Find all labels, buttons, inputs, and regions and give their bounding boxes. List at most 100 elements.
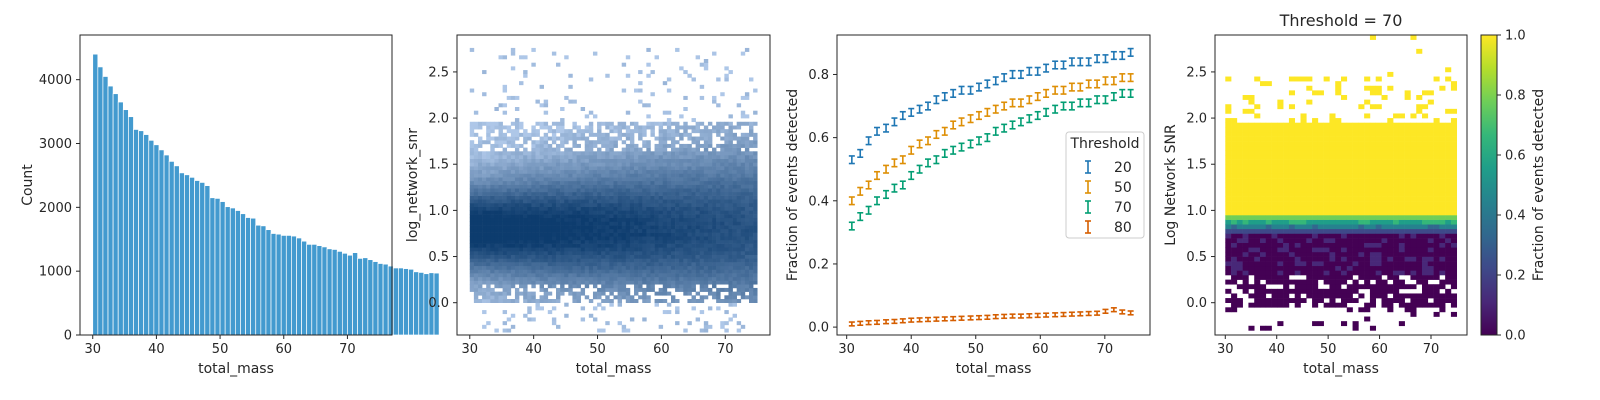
density-cell: [564, 95, 569, 100]
density-cell: [695, 273, 701, 278]
heatmap-cell: [1236, 136, 1243, 142]
density-cell: [679, 287, 684, 292]
density-cell: [613, 180, 618, 185]
density-cell: [482, 291, 487, 296]
density-cell: [736, 273, 742, 278]
density-cell: [695, 214, 701, 219]
density-cell: [703, 239, 709, 244]
density-cell: [753, 210, 758, 215]
density-cell: [617, 166, 623, 171]
density-cell: [572, 258, 577, 263]
density-cell: [605, 232, 610, 237]
heatmap-cell: [1283, 238, 1290, 243]
density-cell: [523, 287, 528, 292]
density-cell: [654, 166, 659, 171]
density-cell: [523, 180, 528, 185]
density-cell: [617, 217, 623, 222]
density-cell: [605, 214, 610, 219]
density-cell: [736, 265, 742, 270]
density-cell: [486, 199, 491, 204]
heatmap-cell: [1265, 81, 1272, 87]
heatmap-cell: [1248, 127, 1255, 133]
density-cell: [707, 199, 713, 204]
density-cell: [621, 155, 627, 159]
density-cell: [695, 158, 701, 163]
x-tick-label: 70: [1097, 342, 1114, 357]
density-cell: [683, 243, 688, 248]
heatmap-cell: [1364, 275, 1371, 280]
heatmap-cell: [1335, 284, 1342, 290]
density-cell: [703, 221, 709, 226]
density-cell: [592, 217, 598, 222]
density-cell: [547, 247, 553, 252]
density-cell: [646, 73, 651, 78]
density-cell: [482, 155, 487, 159]
density-cell: [510, 195, 516, 200]
density-cell: [551, 221, 557, 226]
heatmap-cell: [1288, 182, 1296, 188]
heatmap-cell: [1369, 191, 1377, 197]
x-tick-label: 30: [462, 342, 479, 357]
density-cell: [695, 291, 701, 296]
heatmap-cell: [1225, 247, 1232, 253]
density-cell: [469, 254, 475, 259]
heatmap-cell: [1254, 173, 1261, 179]
density-cell: [605, 265, 610, 270]
density-cell: [556, 143, 561, 148]
heatmap-cell: [1242, 168, 1249, 174]
density-cell: [642, 129, 647, 134]
heatmap-cell: [1323, 251, 1330, 257]
density-cell: [687, 162, 692, 167]
density-cell: [642, 265, 647, 270]
density-cell: [490, 276, 495, 281]
density-cell: [638, 269, 643, 274]
density-cell: [740, 284, 746, 289]
density-cell: [691, 151, 696, 156]
histogram-bar: [219, 201, 226, 336]
density-cell: [498, 247, 503, 252]
heatmap-cell: [1248, 108, 1255, 114]
heatmap-cell: [1341, 159, 1348, 165]
histogram-bar: [336, 251, 343, 336]
density-cell: [551, 132, 557, 137]
density-cell: [551, 199, 557, 204]
heatmap-cell: [1358, 145, 1365, 151]
density-cell: [506, 262, 512, 267]
heatmap-cell: [1248, 99, 1255, 105]
density-cell: [740, 143, 746, 148]
density-cell: [494, 214, 499, 219]
density-cell: [662, 214, 668, 219]
density-cell: [634, 247, 639, 252]
density-cell: [601, 158, 606, 163]
density-cell: [707, 287, 713, 292]
heatmap-cell: [1242, 178, 1249, 183]
density-cell: [728, 143, 733, 148]
density-cell: [716, 214, 721, 219]
density-cell: [736, 173, 742, 178]
density-cell: [699, 232, 705, 237]
heatmap-cell: [1277, 131, 1284, 137]
density-cell: [675, 191, 680, 196]
density-cell: [691, 239, 696, 244]
density-cell: [535, 232, 540, 237]
density-cell: [724, 136, 729, 141]
density-cell: [498, 169, 503, 174]
density-cell: [568, 162, 573, 167]
heatmap-cell: [1242, 145, 1249, 151]
density-cell: [634, 287, 639, 292]
heatmap-cell: [1231, 191, 1238, 197]
heatmap-cell: [1283, 224, 1290, 230]
density-cell: [695, 228, 701, 233]
heatmap-cell: [1271, 131, 1278, 137]
density-cell: [539, 254, 544, 259]
density-cell: [473, 299, 479, 303]
density-cell: [749, 228, 754, 233]
density-cell: [564, 280, 569, 285]
density-cell: [490, 251, 495, 255]
heatmap-cell: [1260, 131, 1267, 137]
density-cell: [621, 173, 627, 178]
density-cell: [728, 188, 733, 193]
density-cell: [568, 276, 573, 281]
density-cell: [486, 188, 491, 193]
density-cell: [560, 143, 565, 148]
